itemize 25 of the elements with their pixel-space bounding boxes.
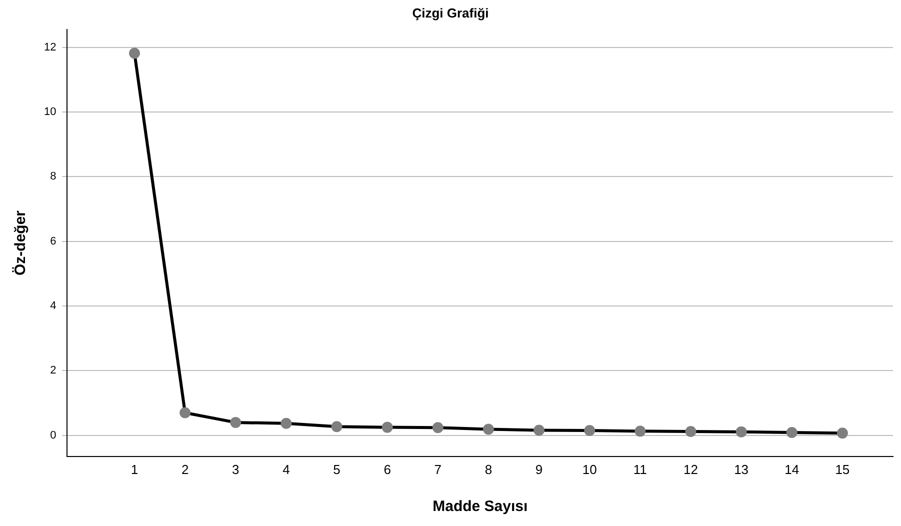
chart-title: Çizgi Grafiği [412, 5, 489, 20]
y-tick-label: 12 [44, 41, 56, 54]
x-tick-label: 4 [282, 462, 290, 477]
x-tick-label: 15 [835, 462, 850, 477]
x-tick-label: 14 [784, 462, 800, 477]
x-tick-label: 3 [232, 462, 240, 477]
y-tick-label: 10 [44, 106, 56, 118]
y-tick-label: 2 [50, 364, 56, 377]
x-tick-label: 5 [333, 462, 340, 477]
x-tick-label: 6 [384, 462, 391, 477]
x-tick-label: 1 [130, 462, 138, 477]
y-tick-label: 8 [50, 170, 56, 183]
x-tick-label: 13 [734, 462, 749, 477]
x-axis-title: Madde Sayısı [432, 498, 528, 516]
y-tick-label: 4 [50, 300, 56, 312]
y-tick-label: 0 [50, 429, 56, 442]
y-axis-title: Öz-değer [12, 210, 30, 276]
y-tick-label: 6 [50, 235, 56, 248]
x-tick-label: 9 [535, 462, 543, 477]
x-tick-label: 7 [434, 462, 442, 477]
x-tick-label: 12 [683, 462, 698, 477]
x-tick-label: 8 [484, 462, 492, 477]
x-tick-label: 10 [582, 462, 597, 477]
x-tick-label: 2 [181, 462, 189, 477]
x-tick-label: 11 [633, 462, 647, 477]
